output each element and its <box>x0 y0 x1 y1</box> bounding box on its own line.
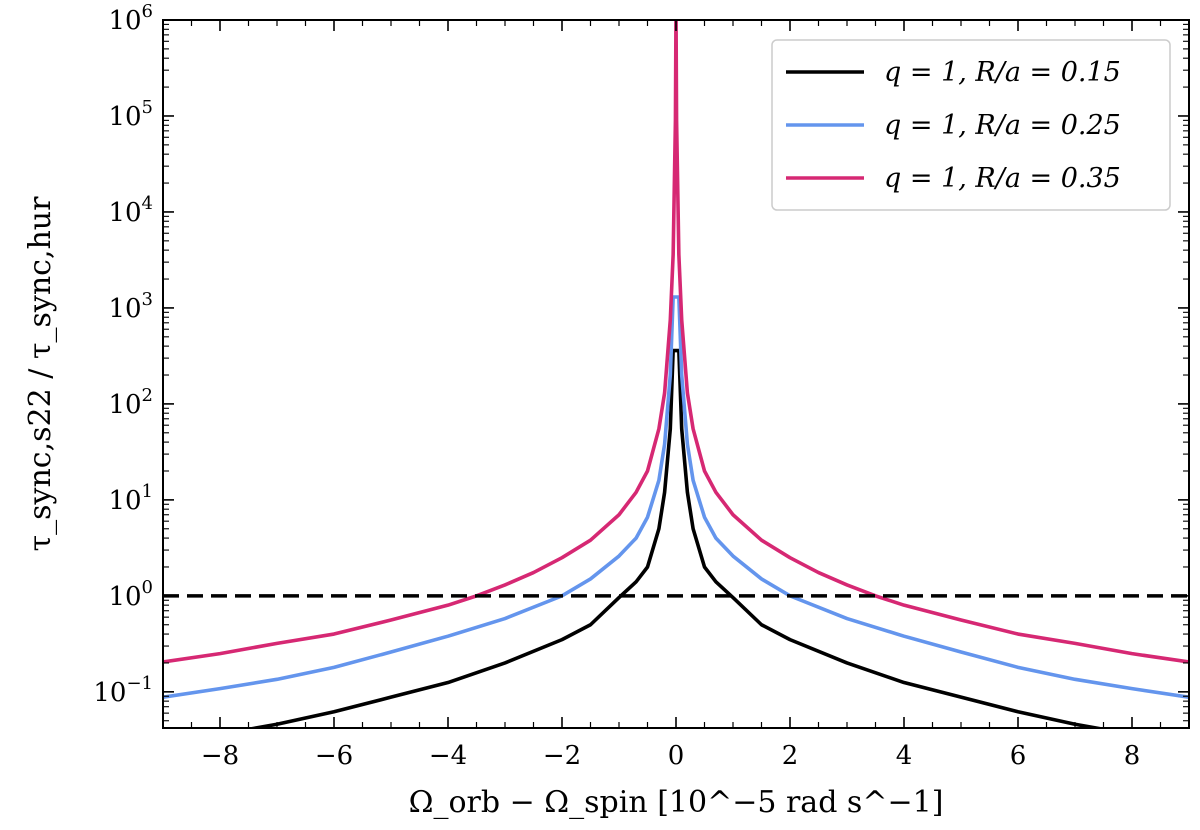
x-tick-label: 6 <box>1010 741 1027 771</box>
y-tick-label: 103 <box>108 289 153 324</box>
x-tick-label: 2 <box>782 741 799 771</box>
y-tick-label: 104 <box>108 193 153 228</box>
x-tick-label: −6 <box>315 741 353 771</box>
y-tick-label: 102 <box>108 385 153 420</box>
y-tick-label: 101 <box>108 481 153 516</box>
series-line-3 <box>163 20 1189 664</box>
y-tick-label: 10−1 <box>93 673 153 708</box>
legend-label-3: q = 1, R/a = 0.35 <box>884 163 1121 194</box>
y-axis-label: τ_sync,s22 / τ_sync,hur <box>23 196 58 552</box>
y-tick-label: 106 <box>108 1 153 36</box>
x-tick-label: 8 <box>1124 741 1141 771</box>
legend-box <box>771 39 1171 211</box>
legend-label-2: q = 1, R/a = 0.25 <box>884 110 1121 141</box>
x-tick-label: 0 <box>668 741 685 771</box>
tick-layer: −8 −6 −4 −2 0 2 4 6 8 10−1 100 101 102 103 104 105 106 <box>93 1 1190 771</box>
y-tick-label: 100 <box>108 577 153 612</box>
series-line-1 <box>245 348 1107 728</box>
legend: q = 1, R/a = 0.15 q = 1, R/a = 0.25 q = 1,… <box>771 39 1171 211</box>
legend-label-1: q = 1, R/a = 0.15 <box>884 57 1121 88</box>
series-line-2 <box>163 295 1189 699</box>
x-tick-label: −4 <box>429 741 467 771</box>
x-axis-label: Ω_orb − Ω_spin [10^−5 rad s^−1] <box>409 785 944 820</box>
series-layer <box>163 20 1189 728</box>
x-tick-label: 4 <box>896 741 913 771</box>
y-tick-label: 105 <box>108 97 153 132</box>
x-tick-label: −8 <box>201 741 239 771</box>
x-tick-label: −2 <box>543 741 581 771</box>
